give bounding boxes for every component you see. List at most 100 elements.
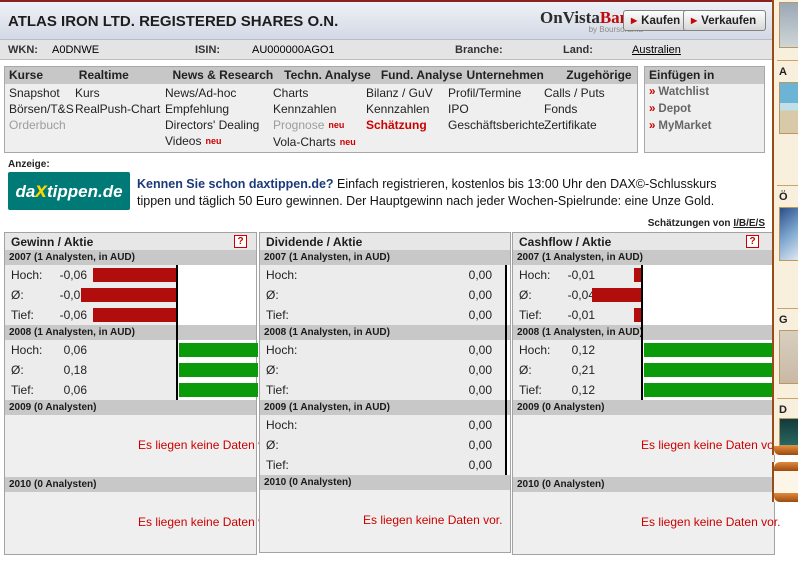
- row-label: Tief:: [266, 383, 289, 397]
- ad-thumbnail[interactable]: [779, 2, 798, 48]
- ad-thumbnail[interactable]: [779, 330, 798, 384]
- nav-item-kennzahlen[interactable]: Kennzahlen: [366, 101, 444, 117]
- estimate-rows: Hoch: 0,00 Ø: 0,00 Tief: 0,00: [260, 415, 510, 475]
- help-icon[interactable]: ?: [746, 235, 759, 248]
- nav-item-label: Profil/Termine: [448, 86, 522, 100]
- insert-item-watchlist[interactable]: » Watchlist: [645, 84, 764, 101]
- ad-thumbnail[interactable]: [779, 82, 798, 134]
- info-label-wkn: WKN:: [8, 44, 38, 56]
- nav-item-b-rsen-t-s[interactable]: Börsen/T&S: [9, 101, 74, 117]
- estimate-row: Hoch: -0,06: [5, 265, 256, 285]
- nav-item-ipo[interactable]: IPO: [448, 101, 540, 117]
- insert-item-label: MyMarket: [658, 120, 712, 132]
- estimate-row: Tief: 0,06: [5, 380, 258, 400]
- ad-sidebar-box-2[interactable]: [772, 462, 798, 502]
- nav-item-news-ad-hoc[interactable]: News/Ad-hoc: [165, 85, 269, 101]
- insert-item-mymarket[interactable]: » MyMarket: [645, 118, 764, 135]
- ad-sidebar: A Ö G D: [772, 0, 798, 562]
- buy-button[interactable]: ▶ Kaufen: [623, 10, 691, 31]
- nav-item-label: Bilanz / GuV: [366, 86, 433, 100]
- nav-item-snapshot[interactable]: Snapshot: [9, 85, 71, 101]
- nav-col-header-news-research: News & Research: [172, 68, 274, 82]
- insert-item-depot[interactable]: » Depot: [645, 101, 764, 118]
- nav-col-unternehmen: Profil/Termine IPO Geschäftsberichte: [444, 84, 545, 151]
- nav-item-charts[interactable]: Charts: [273, 85, 362, 101]
- nav-item-zertifikate[interactable]: Zertifikate: [544, 117, 611, 133]
- sidebar-frame-top: [774, 462, 798, 471]
- positive-bar: [644, 383, 776, 397]
- row-label: Tief:: [11, 383, 34, 397]
- negative-bar: [93, 308, 177, 322]
- row-value: -0,06: [59, 308, 87, 322]
- play-icon: ▶: [691, 16, 698, 25]
- nav-item-sch-tzung[interactable]: Schätzung: [366, 117, 444, 133]
- info-label-land: Land:: [563, 44, 593, 56]
- year-header: 2009 (0 Analysten): [5, 400, 256, 415]
- nav-item-bilanz-guv[interactable]: Bilanz / GuV: [366, 85, 444, 101]
- nav-item-realpush-chart[interactable]: RealPush-Chart: [75, 101, 161, 117]
- estimate-rows: Hoch: 0,06 Ø: 0,18 Tief: 0,06: [5, 340, 258, 400]
- ad-line1-rest: Einfach registrieren, kostenlos bis 13:0…: [333, 177, 717, 191]
- nav-item-profil-termine[interactable]: Profil/Termine: [448, 85, 540, 101]
- nav-item-label: Videos: [165, 134, 202, 148]
- nav-item-kurs[interactable]: Kurs: [75, 85, 161, 101]
- estimates-source-line: Schätzungen von I/B/E/S: [648, 218, 765, 229]
- insert-in-header: Einfügen in: [645, 67, 764, 84]
- nav-col-techn-analyse: Charts Kennzahlen Prognose neu Vola-Charts ne…: [269, 84, 362, 151]
- year-header: 2008 (1 Analysten, in AUD): [513, 325, 774, 340]
- row-label: Ø:: [266, 363, 279, 377]
- info-value-land[interactable]: Australien: [632, 44, 681, 56]
- info-value-wkn: A0DNWE: [52, 44, 100, 56]
- no-data-section: Es liegen keine Daten vor.: [260, 490, 510, 552]
- chart-zone: [506, 265, 510, 325]
- nav-item-orderbuch: Orderbuch: [9, 117, 71, 133]
- nav-item-fonds[interactable]: Fonds: [544, 101, 611, 117]
- nav-item-directors-dealing[interactable]: Directors' Dealing: [165, 117, 269, 133]
- nav-item-gesch-ftsberichte[interactable]: Geschäftsberichte: [448, 117, 545, 133]
- ad-headline-link[interactable]: Kennen Sie schon daxtippen.de?: [137, 177, 334, 191]
- year-header: 2010 (0 Analysten): [260, 475, 510, 490]
- insert-item-label: Depot: [658, 103, 691, 115]
- row-label: Hoch:: [519, 343, 551, 357]
- year-header: 2007 (1 Analysten, in AUD): [260, 250, 510, 265]
- ad-thumbnail[interactable]: [779, 418, 798, 446]
- nav-item-vola-charts[interactable]: Vola-Charts neu: [273, 134, 362, 151]
- instrument-title: ATLAS IRON LTD. REGISTERED SHARES O.N.: [8, 13, 339, 30]
- ad-thumbnail[interactable]: [779, 207, 798, 261]
- panel-gewinn-aktie: Gewinn / Aktie? 2007 (1 Analysten, in AUD…: [4, 232, 277, 555]
- estimate-row: Ø: 0,00: [260, 285, 510, 305]
- sell-button[interactable]: ▶ Verkaufen: [683, 10, 767, 31]
- insert-in-body: » Watchlist» Depot» MyMarket: [645, 84, 764, 135]
- row-value: 0,00: [468, 438, 492, 452]
- daxtippen-logo[interactable]: daxtippen.de: [8, 172, 130, 210]
- no-data-text: Es liegen keine Daten vor.: [138, 515, 278, 529]
- negative-bar: [81, 288, 177, 302]
- panel-title: Dividende / Aktie: [266, 235, 363, 249]
- sidebar-heading-fragment: G: [779, 314, 788, 326]
- row-value: 0,06: [63, 343, 87, 357]
- help-icon[interactable]: ?: [234, 235, 247, 248]
- double-arrow-icon: »: [649, 103, 656, 115]
- sidebar-divider: [777, 308, 798, 309]
- ad-sidebar-box[interactable]: A Ö G D: [772, 0, 798, 455]
- logo-x: x: [35, 179, 47, 202]
- estimate-row: Hoch: 0,12: [513, 340, 776, 360]
- row-label: Tief:: [266, 458, 289, 472]
- sidebar-divider: [777, 185, 798, 186]
- nav-item-label: Zertifikate: [544, 118, 597, 132]
- nav-col-zugeh-rige: Calls / Puts Fonds Zertifikate: [540, 84, 611, 151]
- nav-item-calls-puts[interactable]: Calls / Puts: [544, 85, 611, 101]
- nav-item-label: News/Ad-hoc: [165, 86, 237, 100]
- nav-item-label: Kennzahlen: [366, 102, 430, 116]
- nav-col-header-zugeh-rige: Zugehörige: [566, 68, 632, 82]
- row-label: Tief:: [266, 308, 289, 322]
- nav-item-kennzahlen[interactable]: Kennzahlen: [273, 101, 362, 117]
- ad-label: Anzeige:: [8, 159, 50, 170]
- nav-item-empfehlung[interactable]: Empfehlung: [165, 101, 269, 117]
- ibes-link[interactable]: I/B/E/S: [733, 218, 765, 229]
- nav-item-label: Prognose: [273, 118, 325, 132]
- nav-item-videos[interactable]: Videos neu: [165, 133, 269, 150]
- year-header: 2009 (0 Analysten): [513, 400, 774, 415]
- nav-item-label: Kurs: [75, 86, 100, 100]
- negative-bar: [634, 268, 642, 282]
